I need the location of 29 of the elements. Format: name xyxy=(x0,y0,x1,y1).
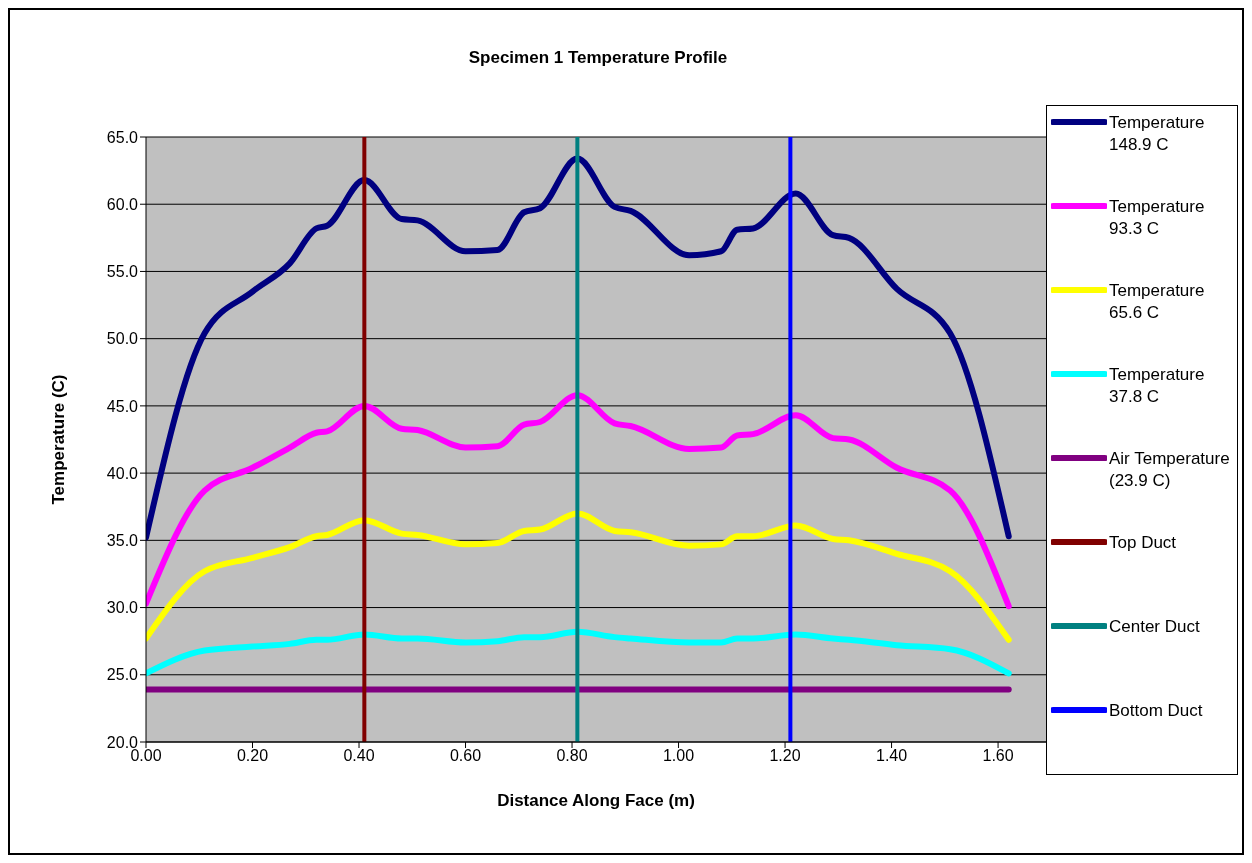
y-tick-label: 45.0 xyxy=(106,397,139,415)
x-tick-label: 0.60 xyxy=(449,747,482,765)
y-tick-label: 25.0 xyxy=(106,666,139,684)
y-tick-label: 40.0 xyxy=(106,464,139,482)
x-tick-label: 1.20 xyxy=(769,747,801,765)
y-tick-label: 50.0 xyxy=(106,330,139,348)
legend-label: Air Temperature (23.9 C) xyxy=(1109,448,1231,492)
legend-label: Temperature 65.6 C xyxy=(1109,280,1206,324)
legend-label: Bottom Duct xyxy=(1109,700,1203,722)
x-tick-label: 1.40 xyxy=(875,747,908,765)
y-axis-title: Temperature (C) xyxy=(49,374,69,505)
x-tick-label: 1.00 xyxy=(662,747,695,765)
legend-label: Temperature 93.3 C xyxy=(1109,196,1206,240)
x-tick-label: 0.00 xyxy=(130,747,162,765)
x-tick-label: 1.60 xyxy=(982,747,1014,765)
x-tick-label: 0.40 xyxy=(343,747,375,765)
y-tick-label: 60.0 xyxy=(106,195,139,213)
x-axis-title: Distance Along Face (m) xyxy=(497,791,695,811)
x-tick-label: 0.80 xyxy=(556,747,588,765)
legend-label: Temperature 148.9 C xyxy=(1109,112,1206,156)
legend-label: Temperature 37.8 C xyxy=(1109,364,1206,408)
legend-label: Center Duct xyxy=(1109,616,1200,638)
y-tick-label: 65.0 xyxy=(106,128,139,146)
x-tick-label: 0.20 xyxy=(236,747,269,765)
y-tick-label: 35.0 xyxy=(106,532,139,550)
legend-label: Top Duct xyxy=(1109,532,1177,554)
chart-title: Specimen 1 Temperature Profile xyxy=(467,48,729,68)
y-tick-label: 30.0 xyxy=(106,599,139,617)
y-tick-label: 55.0 xyxy=(106,263,139,281)
